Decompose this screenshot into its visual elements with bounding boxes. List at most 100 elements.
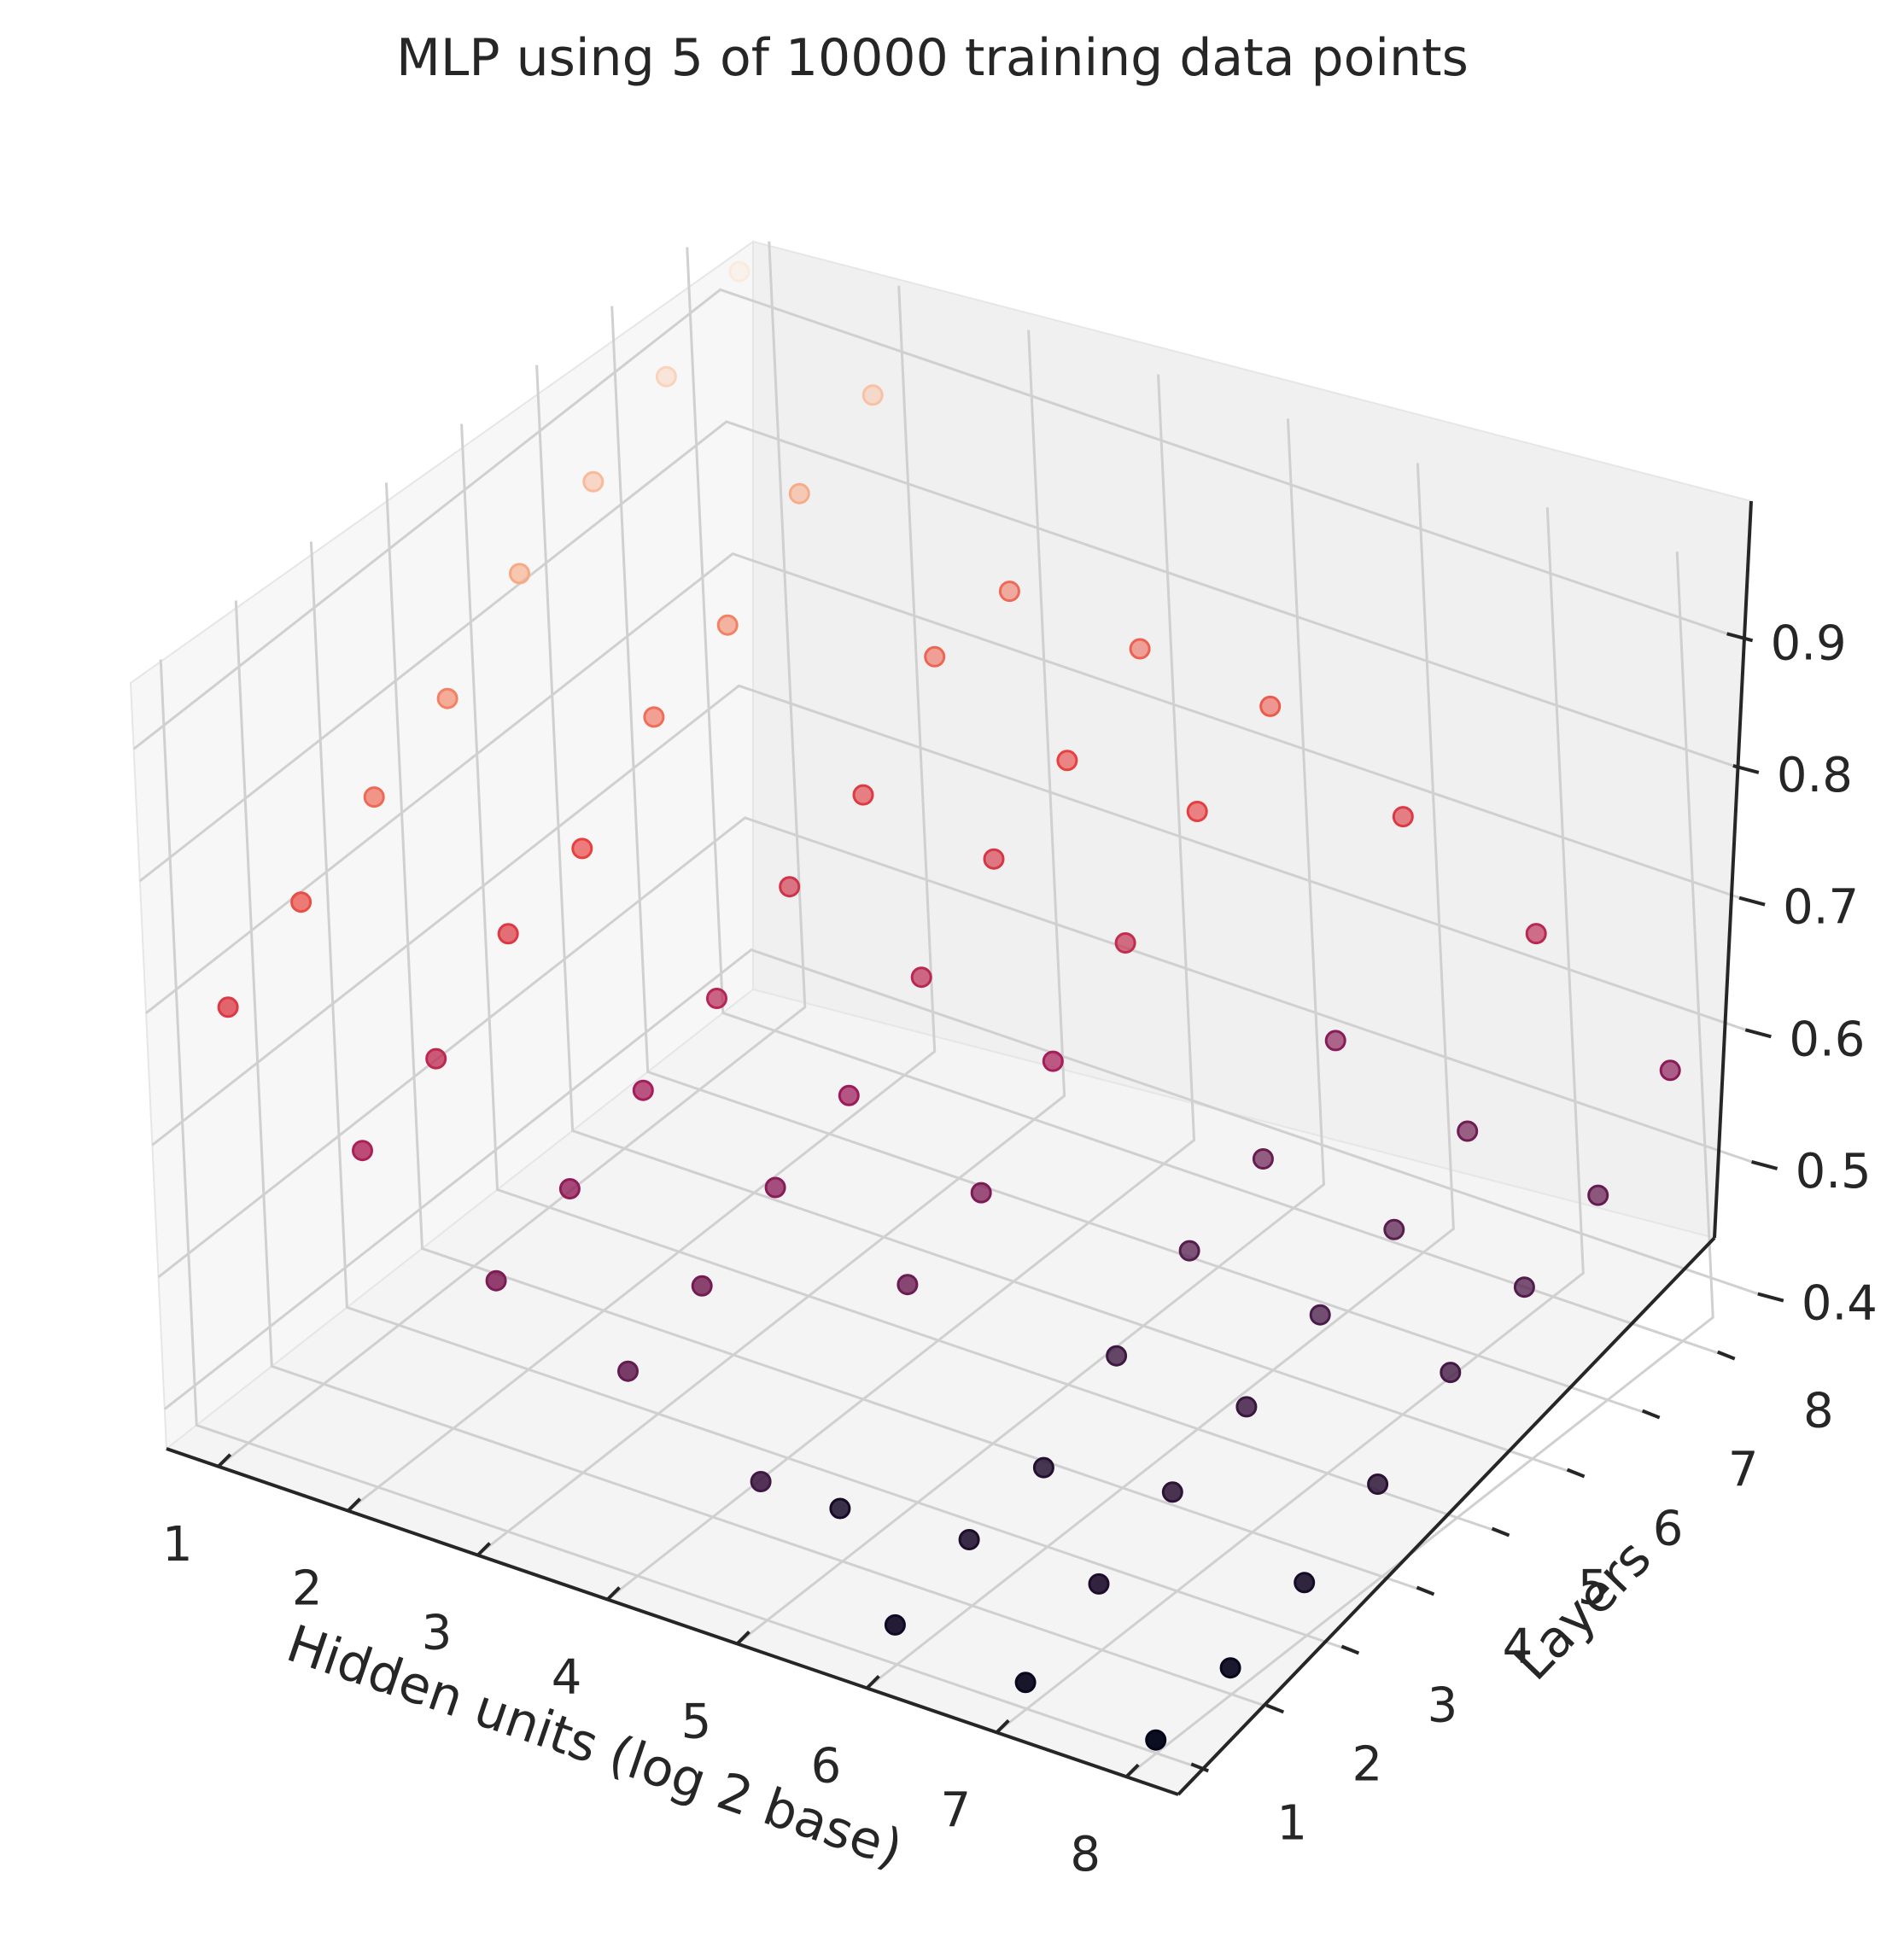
- z-grid-line: [145, 551, 1745, 1014]
- data-point: [1186, 801, 1208, 822]
- x-grid-line: [1125, 551, 1714, 1778]
- data-point: [788, 482, 810, 505]
- x-tick-mark: [476, 1542, 492, 1557]
- data-point: [924, 645, 946, 668]
- data-point: [779, 876, 801, 898]
- x-tick-mark: [865, 1674, 880, 1689]
- data-point: [352, 1140, 373, 1162]
- data-point: [497, 923, 519, 945]
- x-tick-label: 3: [422, 1606, 453, 1661]
- z-grid-line: [163, 948, 1764, 1410]
- x-tick-label: 5: [681, 1694, 712, 1749]
- data-point: [1513, 1276, 1535, 1298]
- data-point: [1440, 1362, 1462, 1384]
- z-tick-mark: [1744, 1028, 1772, 1039]
- y-grid-line: [535, 365, 1586, 1478]
- data-point: [1259, 695, 1282, 717]
- data-point: [728, 260, 751, 283]
- y-tick-label: 8: [1803, 1384, 1834, 1439]
- y-tick-label: 4: [1503, 1619, 1533, 1674]
- data-point: [582, 470, 604, 493]
- y-tick-mark: [1566, 1468, 1586, 1479]
- x-grid-line: [866, 463, 1455, 1689]
- y-tick-mark: [1265, 1703, 1285, 1714]
- x-grid-line: [347, 285, 937, 1512]
- data-point: [1324, 1030, 1346, 1052]
- data-point: [1367, 1473, 1389, 1495]
- data-point: [852, 784, 874, 806]
- y-grid-line: [234, 600, 1284, 1713]
- x-tick-label: 4: [552, 1650, 582, 1706]
- x-tick-mark: [606, 1586, 621, 1601]
- data-point: [983, 848, 1005, 870]
- y-tick-mark: [1641, 1409, 1661, 1420]
- y-tick-mark: [1190, 1762, 1209, 1773]
- y-tick-mark: [1717, 1350, 1736, 1361]
- data-point: [425, 1047, 447, 1070]
- tick-marks: [217, 632, 1784, 1778]
- y-tick-mark: [1491, 1526, 1510, 1538]
- x-tick-mark: [1124, 1763, 1140, 1778]
- data-point: [1014, 1672, 1037, 1694]
- x-grid-line: [217, 241, 807, 1468]
- y-grid-line: [309, 541, 1359, 1654]
- z-tick-mark: [1732, 764, 1760, 774]
- data-point: [632, 1079, 654, 1101]
- z-tick-labels: 0.4 0.5 0.6 0.7 0.8 0.9: [1771, 616, 1878, 1331]
- data-point: [1161, 1481, 1183, 1503]
- x-tick-label: 6: [811, 1738, 842, 1794]
- z-tick-mark: [1738, 896, 1766, 907]
- grid-lines: [132, 241, 1764, 1778]
- x-grid-line: [996, 507, 1585, 1734]
- z-tick-label: 0.6: [1789, 1012, 1865, 1067]
- data-point: [829, 1497, 851, 1520]
- y-grid-line: [610, 306, 1661, 1419]
- y-axis-line: [1177, 1236, 1716, 1796]
- y-grid-line: [384, 482, 1434, 1596]
- x-tick-label: 7: [940, 1783, 971, 1838]
- y-tick-label: 3: [1428, 1678, 1458, 1733]
- data-point: [617, 1360, 639, 1382]
- y-grid-line: [460, 423, 1510, 1537]
- data-point: [1457, 1120, 1479, 1142]
- y-tick-label: 5: [1578, 1561, 1609, 1616]
- z-grid-line: [157, 816, 1758, 1279]
- data-point: [764, 1176, 786, 1199]
- data-points: [217, 260, 1681, 1751]
- x-tick-labels: 1 2 3 4 5 6 7 8: [162, 1517, 1101, 1882]
- data-point: [571, 837, 593, 860]
- z-grid-line: [132, 288, 1733, 750]
- data-point: [910, 966, 932, 989]
- y-tick-label: 7: [1728, 1443, 1759, 1498]
- y-tick-label: 2: [1352, 1736, 1382, 1792]
- data-point: [1145, 1729, 1167, 1751]
- data-point: [750, 1471, 772, 1492]
- data-point: [290, 891, 312, 913]
- data-point: [706, 988, 727, 1009]
- data-point: [363, 786, 385, 808]
- data-point: [897, 1274, 919, 1296]
- data-point: [716, 614, 739, 636]
- x-tick-label: 8: [1070, 1827, 1101, 1882]
- data-point: [1106, 1345, 1128, 1367]
- z-grid-line: [138, 420, 1739, 883]
- data-point: [1587, 1184, 1609, 1206]
- y-tick-label: 6: [1653, 1502, 1684, 1557]
- data-point: [217, 996, 239, 1018]
- y-tick-mark: [1340, 1644, 1360, 1655]
- x-tick-mark: [217, 1453, 232, 1468]
- axes: [166, 500, 1753, 1796]
- z-tick-label: 0.8: [1777, 748, 1853, 803]
- data-point: [1178, 1240, 1200, 1262]
- z-tick-label: 0.5: [1796, 1144, 1872, 1199]
- data-point: [1235, 1396, 1258, 1418]
- z-tick-label: 0.4: [1802, 1276, 1878, 1332]
- data-point: [1252, 1148, 1274, 1170]
- x-grid-line: [606, 374, 1196, 1601]
- data-point: [1383, 1218, 1405, 1240]
- data-point: [958, 1529, 980, 1550]
- data-point: [643, 706, 665, 728]
- data-point: [1659, 1059, 1681, 1082]
